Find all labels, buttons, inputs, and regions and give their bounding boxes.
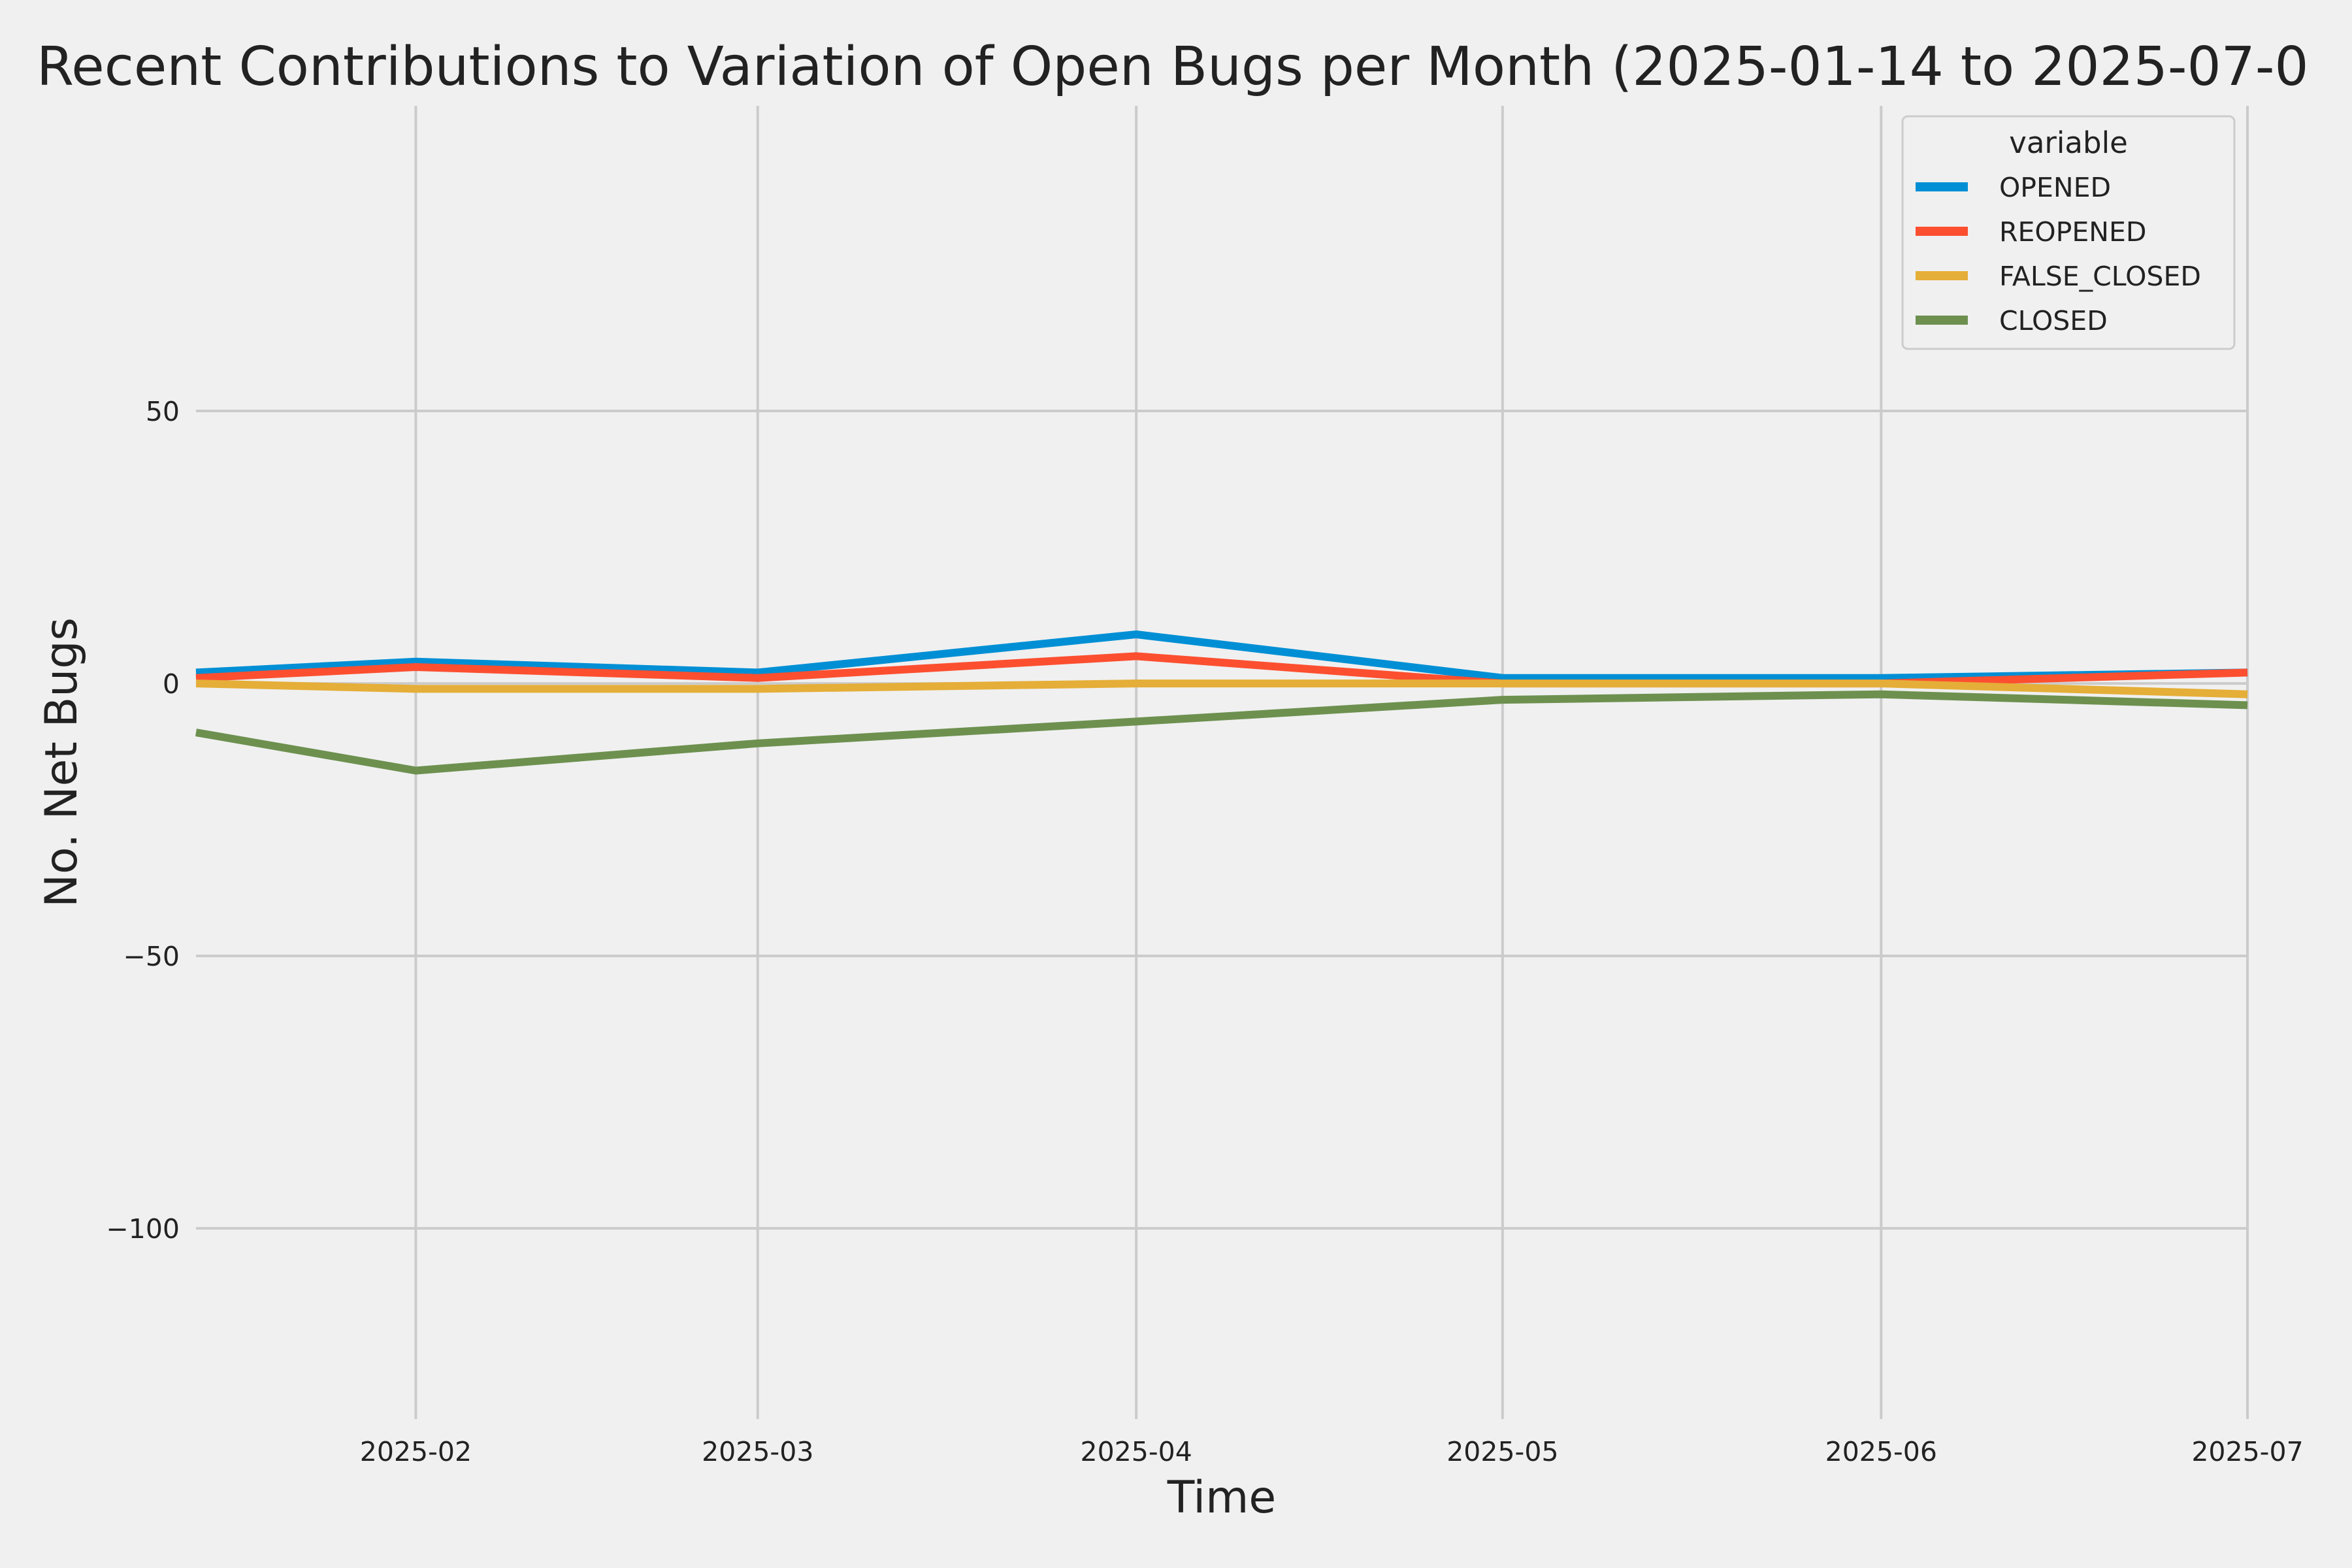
series-line-false-closed	[195, 679, 2248, 698]
legend-label: OPENED	[1999, 172, 2111, 203]
legend-items: OPENED REOPENED FALSE_CLOSED CLOSED	[1916, 172, 2201, 336]
x-tick-label: 2025-02	[360, 1436, 472, 1467]
x-axis-label: Time	[1167, 1472, 1276, 1524]
y-tick-label: −100	[106, 1213, 180, 1245]
x-tick-label: 2025-04	[1081, 1436, 1192, 1467]
tick-labels: 50 0 −50 −100 2025-02 2025-03 2025-04 2025-05 20…	[106, 396, 2303, 1467]
legend-box	[1901, 115, 2236, 350]
x-tick-label: 2025-05	[1446, 1436, 1558, 1467]
y-tick-label: −50	[123, 941, 180, 972]
legend-label: FALSE_CLOSED	[1999, 261, 2201, 292]
series-line-closed	[195, 690, 2248, 775]
legend-title: variable	[2009, 125, 2128, 160]
legend: variable OPENED REOPENED FALSE_CLOSED CLOSE…	[1901, 115, 2236, 350]
x-tick-label: 2025-07	[2191, 1436, 2303, 1467]
legend-label: CLOSED	[1999, 305, 2108, 336]
series-lines	[195, 630, 2248, 775]
chart-title: Recent Contributions to Variation of Ope…	[37, 36, 2309, 98]
legend-label: REOPENED	[1999, 216, 2146, 248]
series-line-opened	[195, 630, 2248, 682]
x-tick-label: 2025-06	[1825, 1436, 1937, 1467]
y-axis-label: No. Net Bugs	[36, 617, 88, 907]
x-tick-label: 2025-03	[702, 1436, 813, 1467]
y-tick-label: 0	[163, 668, 180, 700]
y-tick-label: 50	[146, 396, 180, 427]
